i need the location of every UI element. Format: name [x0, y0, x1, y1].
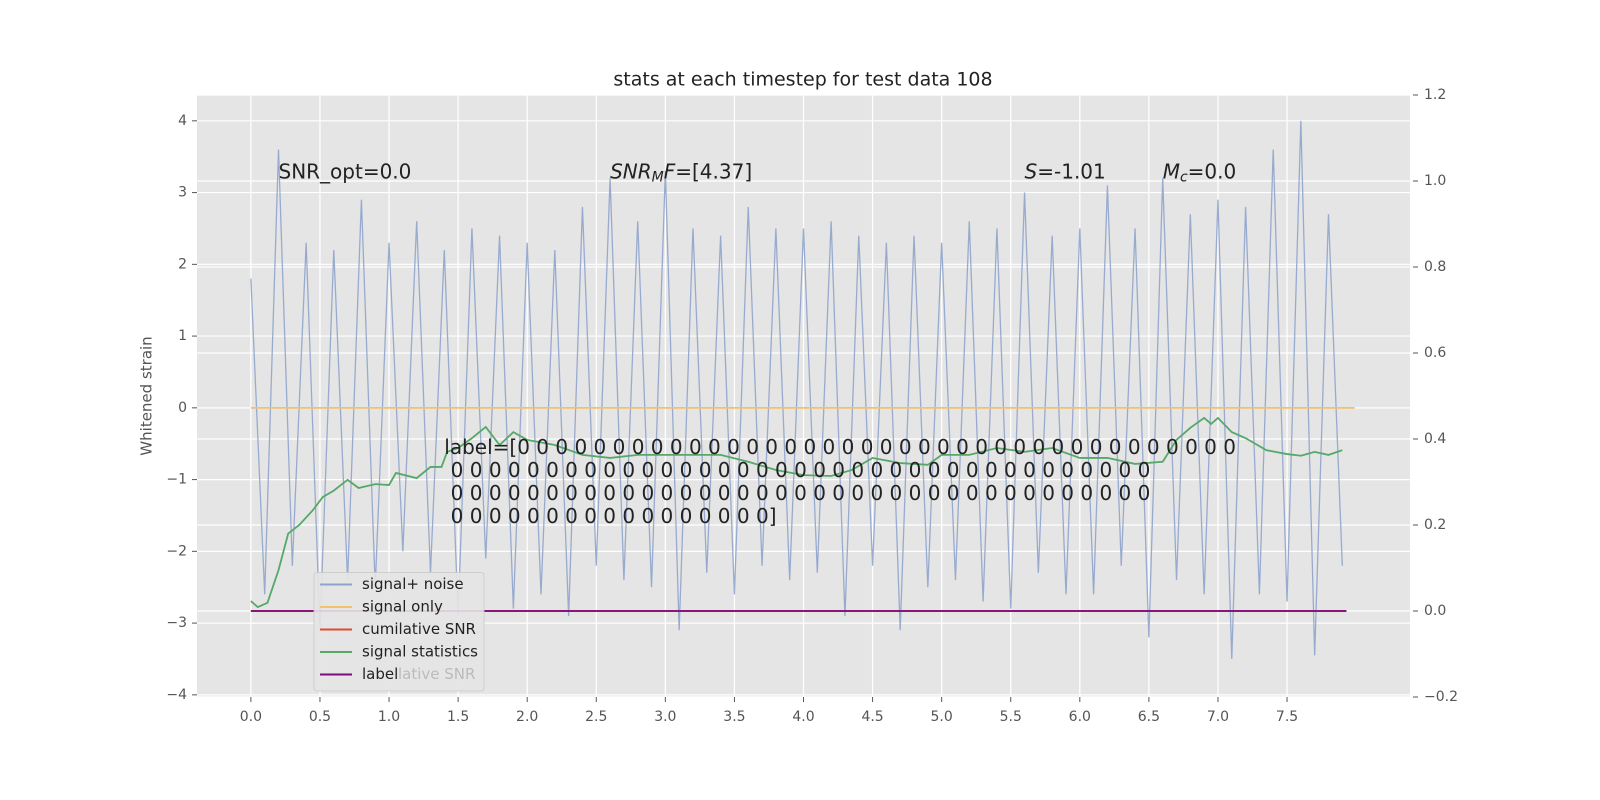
- x-tick-label: 4.0: [792, 709, 814, 725]
- legend: signal+ noise signal only cumilative SNR si…: [313, 572, 485, 692]
- x-tick-label: 5.5: [1000, 709, 1022, 725]
- x-tick-label: 0.0: [240, 709, 262, 725]
- y2-tick-label: 0.0: [1424, 603, 1446, 619]
- annotation-part: =[4.37]: [675, 159, 752, 183]
- legend-label: cumilative SNR: [362, 620, 476, 638]
- y-tick-label: 4: [178, 113, 187, 129]
- x-tick-label: 4.5: [861, 709, 883, 725]
- annotations: SNR_opt=0.0 SNRMF=[4.37] S=-1.01 Mc=0.0labe…: [279, 159, 1237, 528]
- x-tick-label: 2.0: [516, 709, 538, 725]
- annotation-part: SNR_opt=0.0: [279, 159, 412, 183]
- x-tick-label: 6.5: [1138, 709, 1160, 725]
- y-tick-label: 2: [178, 256, 187, 272]
- annotation: SNR_opt=0.0: [279, 159, 412, 183]
- legend-label: signal only: [362, 598, 443, 616]
- y-axis-label: Whitened strain: [138, 336, 156, 455]
- x-tick-label: 0.5: [309, 709, 331, 725]
- series-line: [250, 120, 1343, 659]
- annotation-part: SNR: [610, 159, 652, 183]
- annotation-part: M: [1163, 159, 1180, 183]
- x-tick-label: 3.5: [723, 709, 745, 725]
- annotation-part: F: [664, 159, 676, 183]
- annotation-line: 0 0 0 0 0 0 0 0 0 0 0 0 0 0 0 0 0]: [444, 504, 776, 528]
- y2-tick-label: 0.2: [1424, 517, 1446, 533]
- legend-label: signal+ noise: [362, 575, 464, 593]
- x-tick-label: 3.0: [654, 709, 676, 725]
- legend-label: label: [362, 665, 398, 683]
- y-tick-label: 1: [178, 328, 187, 344]
- y2-tick-label: −0.2: [1424, 689, 1458, 705]
- x-tick-label: 7.0: [1207, 709, 1229, 725]
- y2-tick-label: 1.2: [1424, 87, 1446, 103]
- legend-label: signal statistics: [362, 643, 478, 661]
- x-tick-label: 7.5: [1276, 709, 1298, 725]
- y2-tick-label: 1.0: [1424, 173, 1446, 189]
- chart-title: stats at each timestep for test data 108: [613, 69, 992, 91]
- legend-ghost-text: lative SNR: [398, 665, 475, 683]
- y2-tick-label: 0.4: [1424, 431, 1446, 447]
- annotation-part: =0.0: [1188, 159, 1237, 183]
- x-tick-label: 5.0: [931, 709, 953, 725]
- annotation-line: 0 0 0 0 0 0 0 0 0 0 0 0 0 0 0 0 0 0 0 0 …: [444, 481, 1150, 505]
- y-tick-label: 0: [178, 400, 187, 416]
- y2-tick-label: 0.8: [1424, 259, 1446, 275]
- series-line: [250, 416, 1343, 609]
- y-tick-label: −2: [166, 543, 187, 559]
- annotation: S=-1.01: [1025, 159, 1106, 183]
- x-tick-label: 2.5: [585, 709, 607, 725]
- annotation: SNRMF=[4.37]: [610, 159, 752, 186]
- x-tick-label: 1.0: [378, 709, 400, 725]
- annotation-part: S: [1025, 159, 1038, 183]
- y2-tick-label: 0.6: [1424, 345, 1446, 361]
- annotation-line: 0 0 0 0 0 0 0 0 0 0 0 0 0 0 0 0 0 0 0 0 …: [444, 458, 1150, 482]
- annotation: Mc=0.0: [1163, 159, 1237, 186]
- y-tick-label: 3: [178, 185, 187, 201]
- annotation-part: M: [652, 169, 664, 185]
- annotation-part: =-1.01: [1037, 159, 1106, 183]
- y-tick-label: −3: [166, 615, 187, 631]
- x-tick-label: 6.0: [1069, 709, 1091, 725]
- legend-box: [313, 572, 485, 692]
- annotation-line: label=[0 0 0 0 0 0 0 0 0 0 0 0 0 0 0 0 0…: [444, 435, 1236, 459]
- y-tick-label: −1: [166, 472, 187, 488]
- y-tick-label: −4: [166, 687, 187, 703]
- x-tick-label: 1.5: [447, 709, 469, 725]
- annotation-part: c: [1180, 169, 1188, 185]
